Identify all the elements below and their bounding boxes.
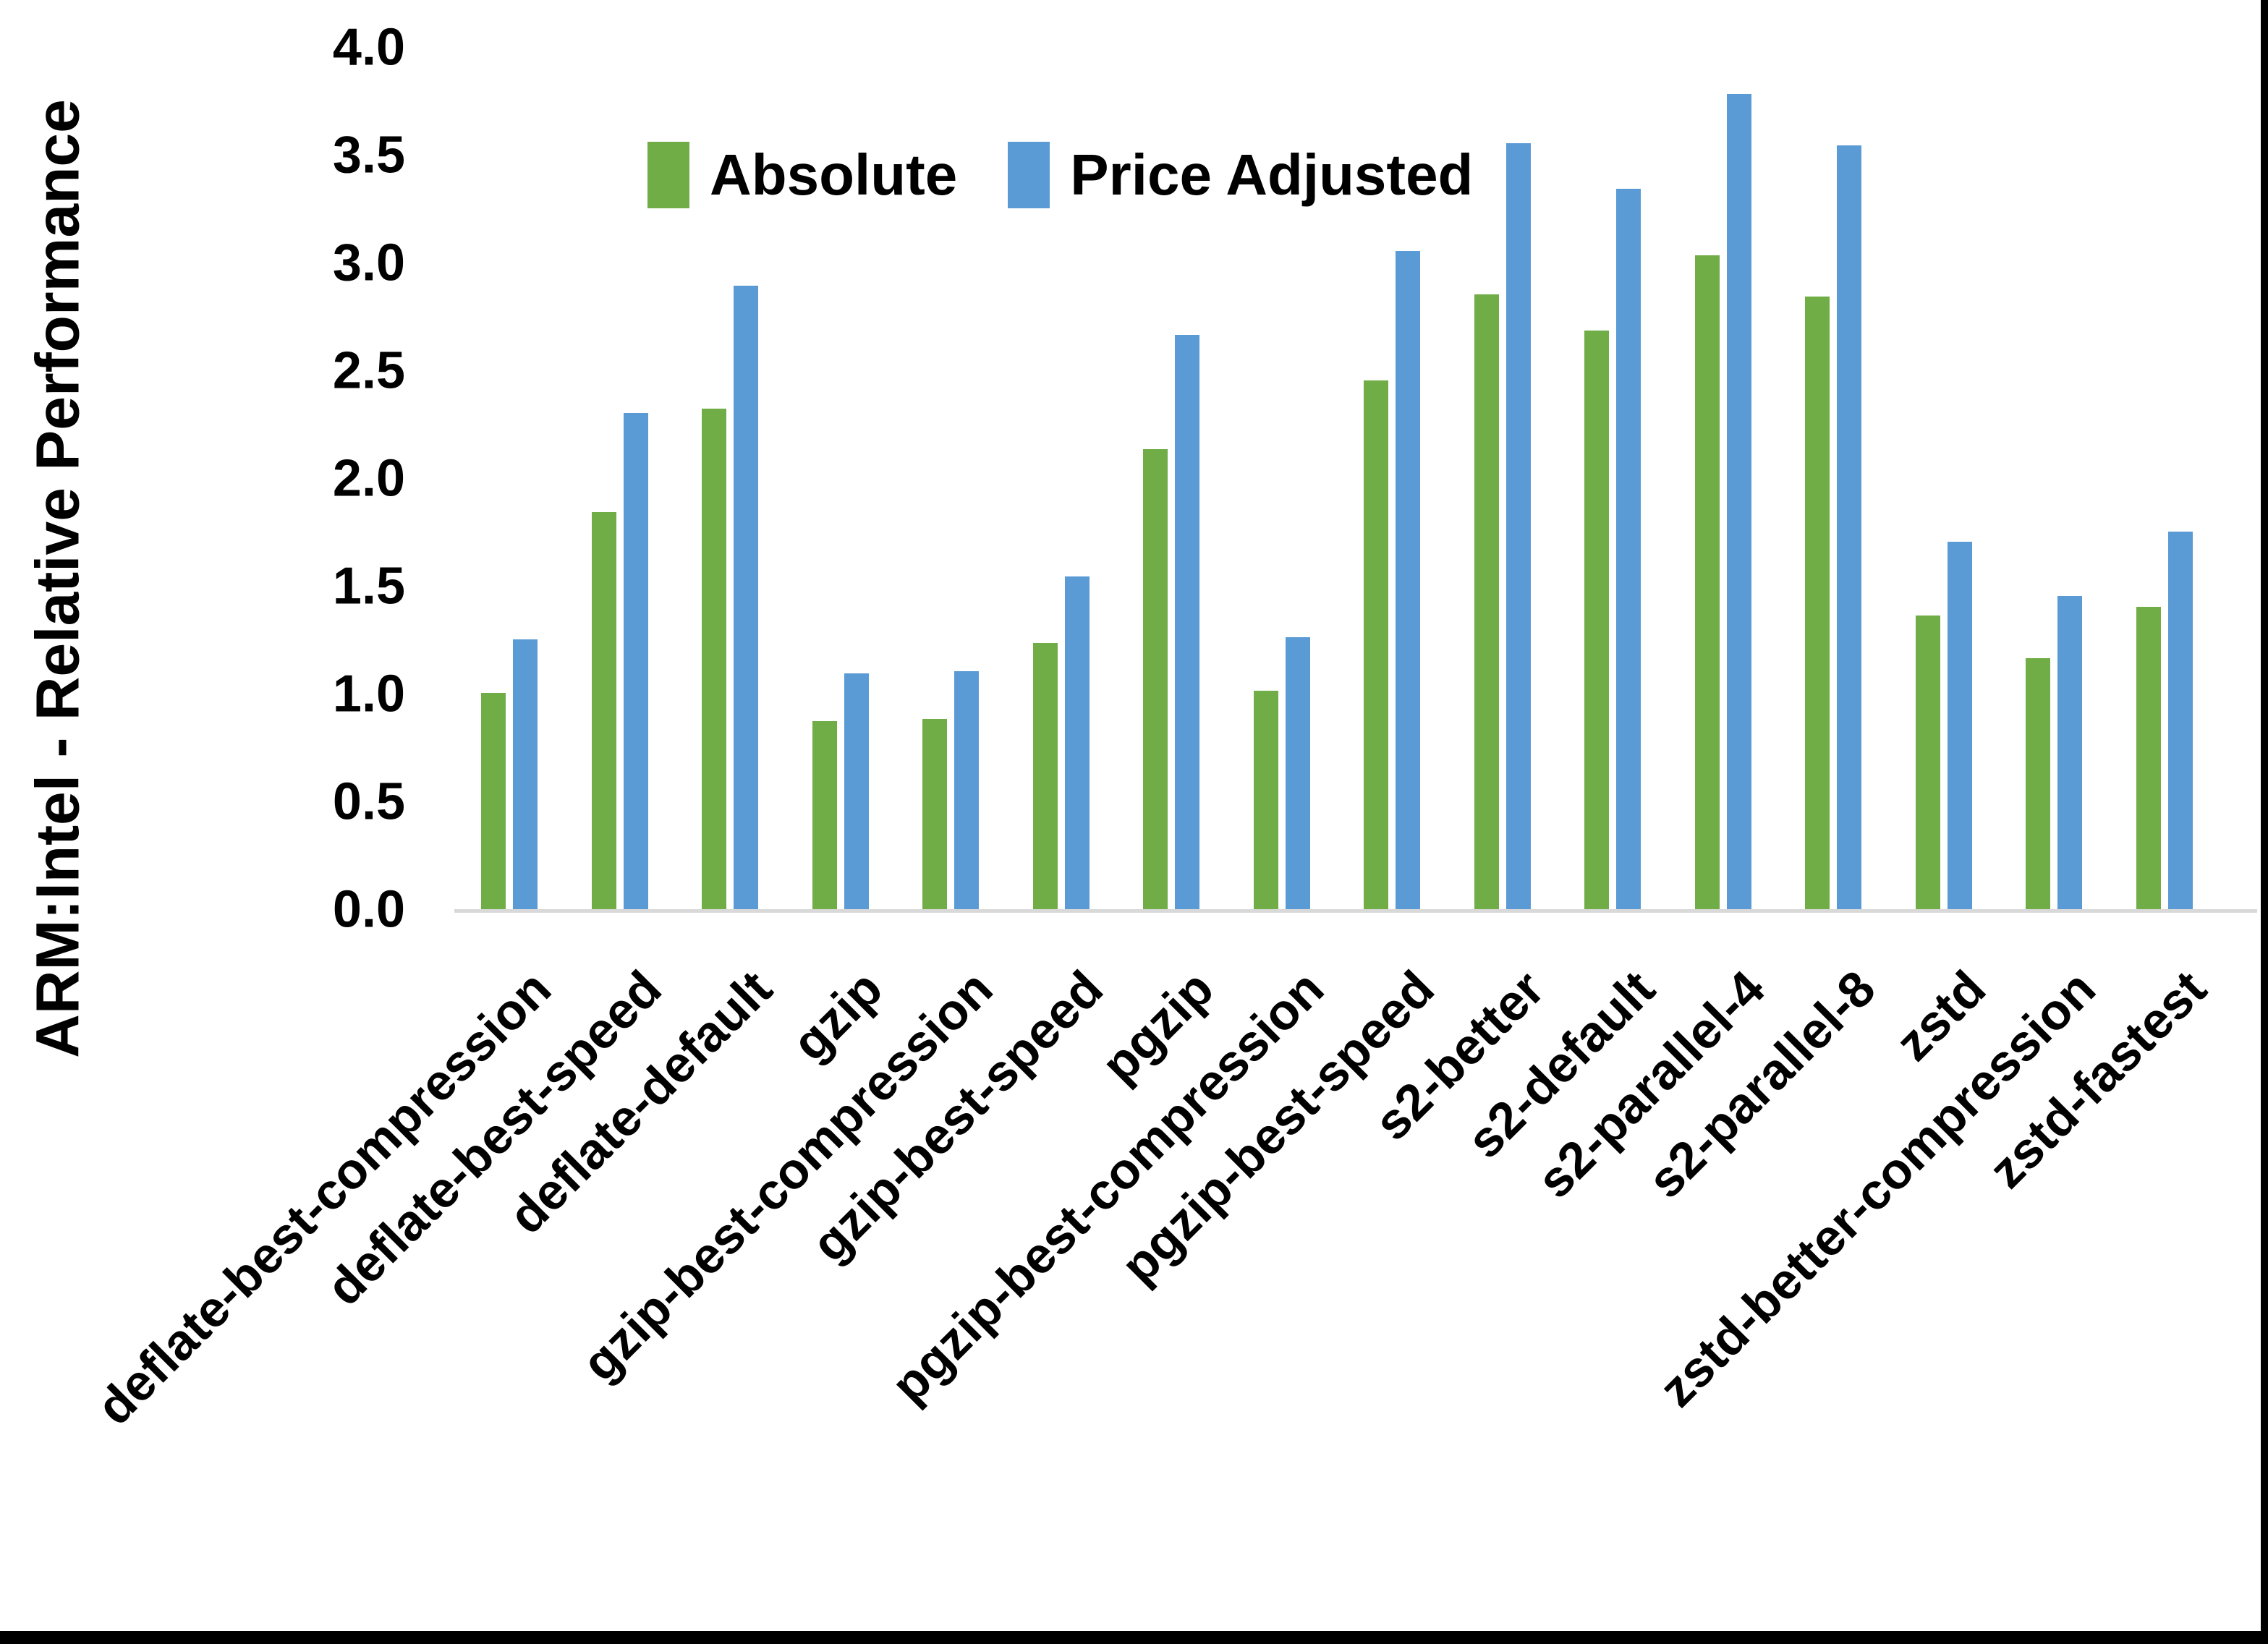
- y-axis-title: ARM:Intel - Relative Performance: [23, 99, 92, 1058]
- bar-absolute-pgzip-best-speed: [1364, 380, 1389, 911]
- bar-price-adjusted-deflate-best-speed: [623, 413, 648, 911]
- bar-absolute-pgzip: [1143, 449, 1168, 911]
- bar-absolute-zstd-fastest: [2136, 607, 2161, 911]
- y-tick-label: 0.5: [332, 772, 405, 831]
- y-tick-label: 1.0: [332, 665, 405, 723]
- y-tick-label: 2.0: [332, 449, 405, 508]
- y-tick-label: 2.5: [332, 341, 405, 400]
- legend-swatch-price-adjusted: [1008, 142, 1050, 208]
- legend-item-absolute: Absolute: [647, 142, 957, 208]
- bar-price-adjusted-pgzip-best-speed: [1396, 251, 1421, 911]
- legend-label-absolute: Absolute: [710, 142, 958, 207]
- x-axis-line: [454, 909, 2257, 913]
- bar-price-adjusted-zstd-better-compression: [2057, 596, 2083, 911]
- bar-price-adjusted-pgzip-best-compression: [1285, 637, 1310, 911]
- legend-swatch-absolute: [647, 142, 689, 208]
- bar-absolute-deflate-default: [702, 409, 727, 911]
- bar-price-adjusted-zstd: [1947, 542, 1972, 911]
- bar-price-adjusted-s2-better: [1505, 143, 1531, 911]
- screen-edge-bottom: [0, 1631, 2268, 1644]
- bar-absolute-gzip-best-speed: [1032, 643, 1058, 911]
- bar-price-adjusted-gzip: [844, 673, 869, 911]
- screen-edge-right: [2261, 0, 2268, 1644]
- bar-price-adjusted-pgzip: [1175, 335, 1200, 911]
- bar-price-adjusted-deflate-best-compression: [513, 639, 538, 911]
- legend-item-price-adjusted: Price Adjusted: [1008, 142, 1473, 208]
- bar-absolute-s2-parallel-8: [1805, 297, 1830, 911]
- bar-absolute-gzip: [812, 721, 837, 911]
- legend-label-price-adjusted: Price Adjusted: [1070, 142, 1474, 207]
- bar-absolute-zstd: [1915, 616, 1940, 911]
- y-tick-label: 3.0: [332, 234, 405, 292]
- bar-absolute-pgzip-best-compression: [1253, 691, 1278, 911]
- bar-absolute-deflate-best-compression: [481, 693, 506, 911]
- bar-absolute-s2-default: [1584, 331, 1610, 911]
- y-tick-label: 3.5: [332, 126, 405, 184]
- bar-price-adjusted-gzip-best-speed: [1064, 576, 1090, 911]
- y-tick-label: 1.5: [332, 557, 405, 616]
- bar-absolute-gzip-best-compression: [922, 719, 948, 911]
- bar-price-adjusted-s2-parallel-8: [1837, 145, 1862, 911]
- bar-price-adjusted-s2-parallel-4: [1726, 94, 1751, 911]
- legend: Absolute Price Adjusted: [647, 142, 1473, 208]
- bar-price-adjusted-deflate-default: [734, 286, 759, 911]
- y-tick-label: 4.0: [332, 18, 405, 77]
- bar-price-adjusted-zstd-fastest: [2167, 532, 2193, 911]
- x-tick-label-deflate-best-compression: deflate-best-compression: [86, 960, 562, 1436]
- bar-absolute-s2-better: [1474, 294, 1499, 911]
- y-tick-label: 0.0: [332, 880, 405, 939]
- bar-absolute-s2-parallel-4: [1694, 255, 1720, 911]
- bar-absolute-zstd-better-compression: [2026, 658, 2051, 911]
- bar-price-adjusted-gzip-best-compression: [954, 671, 980, 911]
- bar-price-adjusted-s2-default: [1616, 189, 1641, 911]
- bar-absolute-deflate-best-speed: [591, 512, 616, 911]
